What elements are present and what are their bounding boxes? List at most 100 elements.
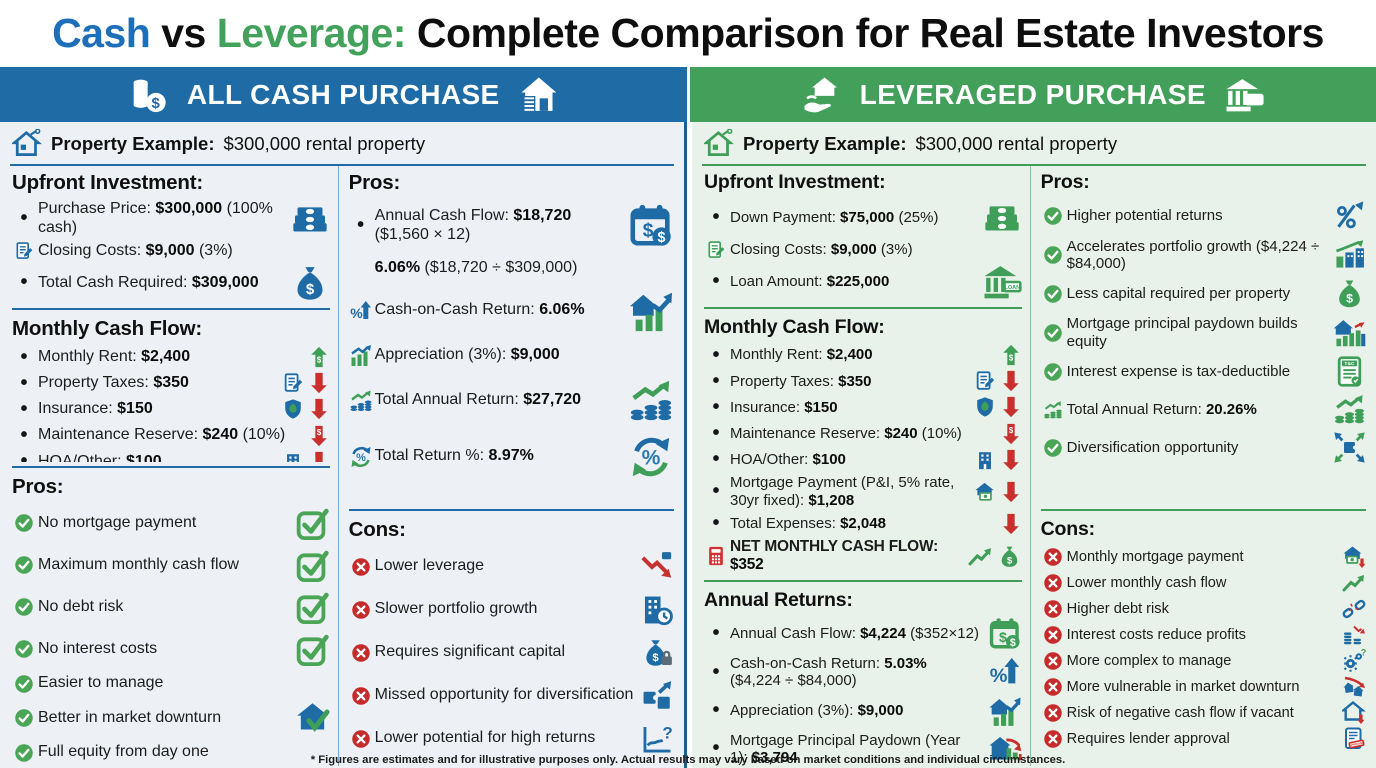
puzzle-arrows-icon bbox=[1333, 431, 1366, 464]
divider bbox=[348, 509, 674, 511]
list-item-text: More vulnerable in market downturn bbox=[1066, 678, 1300, 695]
list-item-text: No interest costs bbox=[38, 639, 158, 657]
list-item: Interest costs reduce profits bbox=[1041, 622, 1366, 648]
bullet-dot-icon: • bbox=[712, 737, 720, 760]
list-item-text: Maintenance Reserve: $240 (10%) bbox=[730, 424, 962, 442]
check-circle-icon bbox=[12, 555, 36, 575]
buildings-up-icon bbox=[1333, 238, 1366, 271]
list-item: • Mortgage Payment (P&I, 5% rate, 30yr f… bbox=[704, 473, 1022, 511]
list-item-text: Total Annual Return: $27,720 bbox=[374, 391, 582, 409]
bullet-dot-icon: • bbox=[20, 397, 28, 420]
list-item-text: Full equity from day one bbox=[38, 743, 209, 761]
trail-icons bbox=[974, 481, 1022, 503]
bullet-dot-icon: • bbox=[357, 214, 365, 237]
leverage-annual-list: • Annual Cash Flow: $4,224 ($352×12) $ $ … bbox=[704, 615, 1022, 766]
trail-icons bbox=[1333, 316, 1366, 349]
list-item: % Cash-on-Cash Return: 6.06% bbox=[349, 283, 674, 339]
section-heading: Pros: bbox=[348, 171, 401, 194]
list-item-text: Monthly mortgage payment bbox=[1066, 548, 1244, 565]
leverage-monthly-list: • Monthly Rent: $2,400 $ • Property Taxe… bbox=[704, 342, 1022, 576]
check-circle-icon bbox=[12, 674, 36, 694]
x-circle-icon bbox=[349, 600, 373, 620]
house-bars-icon bbox=[1333, 316, 1366, 349]
title-leverage: Leverage: bbox=[216, 10, 407, 56]
coins-chart-icon bbox=[1041, 400, 1065, 420]
house-money-down-icon bbox=[1342, 545, 1366, 569]
list-item: • Maintenance Reserve: $240 (10%) $ bbox=[12, 423, 330, 449]
list-item: • Property Taxes: $350 bbox=[704, 368, 1022, 394]
trail-icons bbox=[974, 449, 1022, 471]
check-circle-icon bbox=[12, 708, 36, 728]
leverage-right-top: Pros: Higher potential returns Accelerat… bbox=[1041, 169, 1366, 505]
calendar-dollar-icon: $ $ bbox=[988, 617, 1022, 651]
list-item: Interest expense is tax-deductible T&C bbox=[1041, 353, 1366, 391]
list-item: Easier to manage bbox=[12, 670, 330, 697]
cash-cons-section: Cons: Lower leverage Slower portfolio gr… bbox=[349, 516, 674, 760]
list-item-text: Maintenance Reserve: $240 (10%) bbox=[38, 426, 286, 444]
leveraged-header: LEVERAGED PURCHASE LOAN bbox=[689, 67, 1376, 122]
x-circle-icon bbox=[1041, 703, 1065, 723]
list-item: • Appreciation (3%): $9,000 bbox=[704, 692, 1022, 730]
bullet-dot-icon: • bbox=[712, 512, 720, 535]
list-item: Slower portfolio growth bbox=[349, 588, 674, 631]
svg-text:$: $ bbox=[317, 428, 322, 437]
bullet-dot-icon: • bbox=[712, 270, 720, 293]
trail-icons: % bbox=[988, 655, 1022, 689]
list-item-text: Property Taxes: $350 bbox=[38, 374, 189, 391]
section-heading: Monthly Cash Flow: bbox=[12, 317, 202, 340]
chart-question-icon: ? bbox=[640, 722, 674, 756]
percent-cycle-icon: % bbox=[349, 445, 373, 469]
list-item-text: Interest costs reduce profits bbox=[1066, 626, 1246, 643]
x-circle-icon bbox=[349, 643, 373, 663]
bullet-dot-icon: • bbox=[20, 424, 28, 447]
doc-pencil-icon bbox=[704, 240, 728, 260]
percent-arrow-icon bbox=[1333, 200, 1366, 233]
list-item-text: Lower leverage bbox=[374, 557, 485, 575]
list-item-text: Monthly Rent: $2,400 bbox=[730, 346, 873, 364]
section-heading: Cons: bbox=[348, 518, 406, 541]
trail-icons: LOAN bbox=[982, 262, 1022, 302]
arrow-down-icon bbox=[308, 451, 330, 462]
percent-up-icon: % bbox=[349, 299, 373, 323]
x-circle-icon bbox=[349, 686, 373, 706]
trend-arrow-icon bbox=[1342, 571, 1366, 595]
svg-text:$: $ bbox=[658, 230, 666, 246]
cash-monthly-list: • Monthly Rent: $2,400 $ • Property Taxe… bbox=[12, 344, 330, 462]
x-circle-icon bbox=[1041, 573, 1065, 593]
money-bag-icon: $ bbox=[997, 544, 1022, 569]
bullet-dot-icon: • bbox=[712, 660, 720, 683]
svg-text:%: % bbox=[350, 305, 363, 321]
check-circle-icon bbox=[1041, 438, 1065, 458]
list-item-text: Slower portfolio growth bbox=[374, 600, 538, 618]
puzzle-icon bbox=[640, 679, 674, 713]
bullet-dot-icon: • bbox=[20, 207, 28, 230]
trail-icons bbox=[295, 548, 330, 583]
trail-icons: ? bbox=[1342, 649, 1366, 673]
trail-icons bbox=[1342, 597, 1366, 621]
bullet-dot-icon: • bbox=[712, 622, 720, 645]
list-item: Lower monthly cash flow bbox=[1041, 570, 1366, 596]
list-item: Mortgage principal paydown builds equity bbox=[1041, 313, 1366, 353]
trail-icons bbox=[982, 198, 1022, 238]
list-item-text: Appreciation (3%): $9,000 bbox=[730, 701, 904, 719]
trail-icons: $ $ bbox=[628, 203, 674, 249]
trail-icons bbox=[640, 679, 674, 713]
leverage-left-column: Upfront Investment: • Down Payment: $75,… bbox=[702, 166, 1031, 766]
list-item: • HOA/Other: $100 bbox=[704, 447, 1022, 473]
divider bbox=[12, 308, 330, 310]
money-bag-icon: $ bbox=[290, 263, 330, 303]
percent-cycle-icon: % bbox=[628, 434, 674, 480]
trail-icons bbox=[295, 590, 330, 625]
trail-icons bbox=[628, 288, 674, 334]
checkbox-icon bbox=[295, 506, 330, 541]
x-circle-icon bbox=[1041, 651, 1065, 671]
building-icon bbox=[282, 451, 304, 462]
chart-up-icon bbox=[349, 344, 373, 368]
list-item-text: Down Payment: $75,000 (25%) bbox=[730, 209, 939, 227]
section-heading: Upfront Investment: bbox=[12, 171, 203, 194]
cash-upfront-list: • Purchase Price: $300,000 (100% cash) C… bbox=[12, 198, 330, 304]
list-item-text: Total Expenses: $2,048 bbox=[730, 515, 886, 533]
check-circle-icon bbox=[12, 513, 36, 533]
arrow-down-icon bbox=[1000, 513, 1022, 535]
calc-icon bbox=[704, 545, 728, 567]
